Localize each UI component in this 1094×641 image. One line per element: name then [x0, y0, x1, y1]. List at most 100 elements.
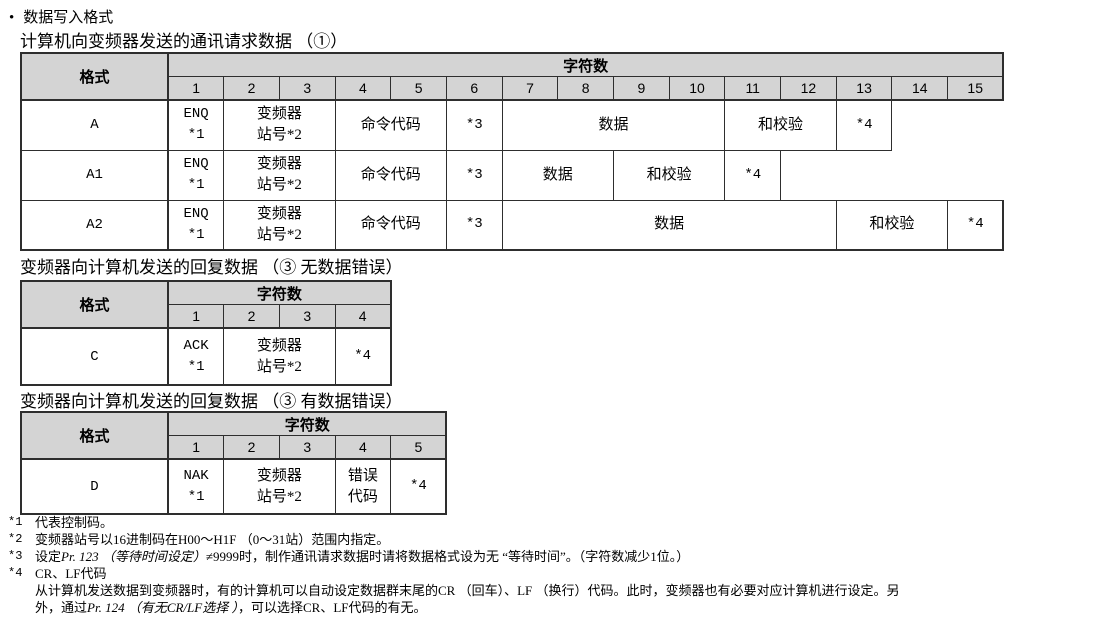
data-cell: *3 [445, 199, 503, 251]
char-count-header: 字符数 [167, 280, 392, 305]
column-number: 7 [501, 76, 559, 101]
column-number: 4 [334, 304, 392, 329]
format-cell: A2 [20, 199, 169, 251]
data-cell: 变频器站号*2 [223, 327, 336, 386]
footnote-line: 设定Pr. 123 （等待时间设定）≠9999时，制作通讯请求数据时请将数据格式… [35, 548, 1088, 565]
cell-line: 变频器 [256, 156, 302, 172]
cell-line: 站号*2 [256, 177, 302, 193]
data-cell: *4 [947, 199, 1005, 251]
data-cell: 变频器站号*2 [223, 149, 336, 201]
cell-line: ENQ [183, 205, 209, 222]
footnote-marker: *1 [8, 515, 23, 529]
footnote-body: CR、LF代码 从计算机发送数据到变频器时，有的计算机可以自动设定数据群末尾的CR… [35, 565, 1088, 616]
cell-line: 命令代码 [360, 216, 421, 233]
data-cell: 变频器 站号*2 [223, 199, 336, 251]
cell-line: *4 [744, 166, 762, 183]
format-cell: A [20, 99, 169, 151]
footnote-text: 变频器站号以16进制码在H00～H1F （0～31站）范围内指定。 [35, 532, 390, 547]
data-cell: 和校验 [612, 149, 726, 201]
cell-line: *1 [187, 127, 205, 144]
reply-error-table: 格式 字符数 1 2 3 4 5 D NAK *1 变频器 站号*2 错误 代码 *4 [20, 411, 448, 515]
data-cell: *4 [835, 99, 893, 151]
column-number: 15 [947, 76, 1005, 101]
footnote-text: ，可以选择CR、LF代码的有无。 [237, 600, 427, 615]
data-cell: *3 [445, 99, 503, 151]
footnote-body: 变频器站号以16进制码在H00～H1F （0～31站）范围内指定。 [35, 531, 1088, 548]
cell-line: 和校验 [646, 166, 692, 183]
cell-line: *1 [187, 488, 205, 505]
footnote: *4 CR、LF代码 从计算机发送数据到变频器时，有的计算机可以自动设定数据群末尾的… [8, 565, 1088, 616]
column-number: 8 [557, 76, 614, 101]
format-cell: D [20, 458, 169, 515]
data-cell: 命令代码 [334, 99, 447, 151]
footnote-body: 代表控制码。 [35, 514, 1088, 531]
cell-line: *4 [354, 348, 372, 364]
cell-line: 命令代码 [360, 166, 421, 183]
data-cell: ENQ *1 [167, 99, 225, 151]
data-cell: 数据 [501, 149, 615, 201]
column-number: 6 [445, 76, 503, 101]
format-cell: C [20, 327, 169, 386]
cell-line: 和校验 [869, 216, 915, 233]
format-column-header: 格式 [20, 52, 169, 101]
cell-line: 站号*2 [256, 488, 302, 505]
cell-line: 变频器 [256, 337, 302, 354]
request-data-table: 格式 字符数 1 2 3 4 5 6 7 8 9 10 11 12 13 14 15 A ENQ *1 变频器 站号*2 命… [20, 52, 1005, 251]
reply-error-table-container: 格式 字符数 1 2 3 4 5 D NAK *1 变频器 站号*2 错误 代码 *4 [20, 411, 448, 515]
column-number: 2 [223, 435, 280, 460]
cell-line: 站号*2 [256, 358, 302, 375]
data-cell: NAK *1 [167, 458, 225, 515]
column-number: 5 [390, 435, 448, 460]
column-number: 3 [278, 304, 336, 329]
footnote-body: 设定Pr. 123 （等待时间设定）≠9999时，制作通讯请求数据时请将数据格式… [35, 548, 1088, 565]
cell-line: 数据 [542, 166, 573, 183]
column-number: 1 [167, 435, 225, 460]
data-cell: *4 [390, 458, 448, 515]
footnote: *2 变频器站号以16进制码在H00～H1F （0～31站）范围内指定。 [8, 531, 1088, 548]
page-title: • 数据写入格式 [9, 6, 113, 27]
data-cell: 错误 代码 [334, 458, 392, 515]
cell-line: *4 [855, 116, 873, 133]
data-cell: *4 [724, 149, 782, 201]
footnote-text: 代表控制码。 [35, 515, 114, 530]
column-number: 13 [835, 76, 893, 101]
cell-line: 代码 [347, 488, 378, 505]
footnote-line: 外，通过Pr. 124 （有无CR/LF选择 ），可以选择CR、LF代码的有无。 [35, 599, 1088, 616]
column-number: 4 [334, 76, 392, 101]
data-cell: 数据 [501, 99, 726, 151]
format-column-header: 格式 [20, 280, 169, 329]
column-number: 10 [668, 76, 726, 101]
cell-line: ACK [183, 337, 209, 354]
char-count-header: 字符数 [167, 52, 1005, 77]
column-number: 3 [278, 76, 336, 101]
cell-line: 站号*2 [256, 226, 302, 243]
cell-line: 站号*2 [256, 127, 302, 144]
column-number: 12 [780, 76, 837, 101]
column-number: 5 [390, 76, 447, 101]
data-cell: 变频器 站号*2 [223, 99, 336, 151]
format-cell: A1 [20, 149, 169, 201]
reply-no-error-table: 格式 字符数 1 2 3 4 C ACK *1 变频器 站号*2 *4 [20, 280, 392, 386]
cell-line: *3 [465, 166, 483, 183]
footnote-text: 从计算机发送数据到变频器时，有的计算机可以自动设定数据群末尾的CR （回车）、L… [35, 583, 900, 598]
cell-line: ENQ [183, 156, 209, 172]
cell-line: NAK [183, 467, 209, 484]
data-cell: 和校验 [724, 99, 837, 151]
data-cell: ACK *1 [167, 327, 225, 386]
column-number: 2 [223, 76, 280, 101]
format-column-header: 格式 [20, 411, 169, 460]
footnote-text: 外，通过 [35, 600, 88, 615]
cell-line: 错误 [347, 467, 378, 484]
bullet-marker: • [9, 10, 15, 26]
column-number: 2 [223, 304, 280, 329]
footnotes: *1 代表控制码。 *2 变频器站号以16进制码在H00～H1F （0～31站）范围内… [8, 514, 1088, 616]
cell-line: *4 [966, 216, 984, 233]
column-number: 11 [724, 76, 782, 101]
footnote-marker: *4 [8, 566, 23, 580]
reply-no-error-table-container: 格式 字符数 1 2 3 4 C ACK *1 变频器 站号*2 *4 [20, 280, 392, 386]
column-number: 3 [278, 435, 336, 460]
data-cell: 和校验 [835, 199, 949, 251]
parameter-reference: Pr. 124 （有无CR/LF选择 ） [87, 600, 238, 615]
caption-reply-error: 变频器向计算机发送的回复数据 （③ 有数据错误） [20, 392, 403, 411]
